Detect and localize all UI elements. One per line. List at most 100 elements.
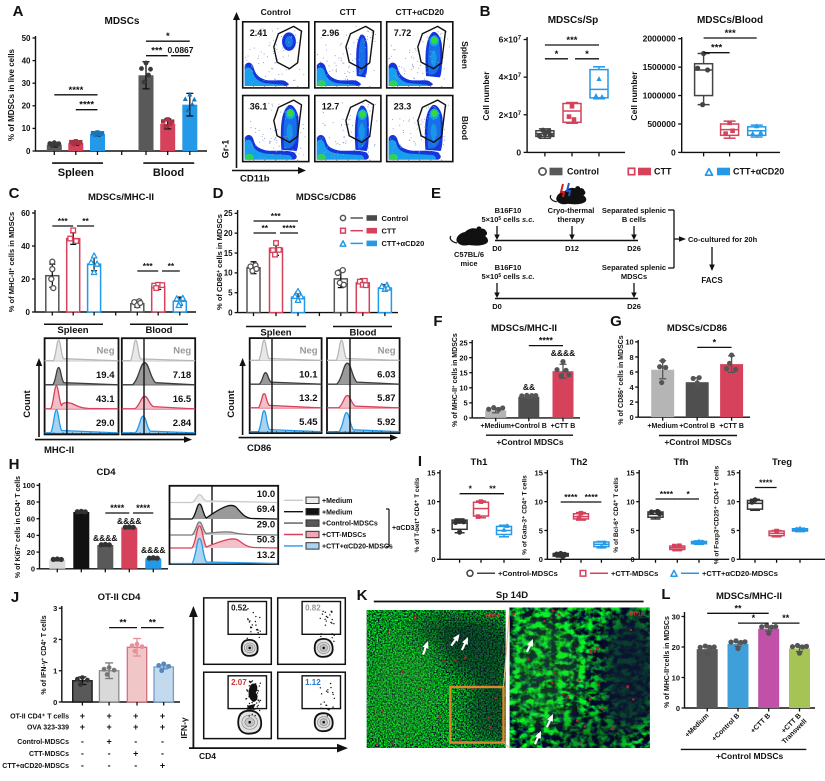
svg-text:0: 0 xyxy=(53,698,57,707)
svg-text:+: + xyxy=(80,722,85,732)
svg-text:&&&&: &&&& xyxy=(551,348,576,358)
svg-text:Control-MDSCs: Control-MDSCs xyxy=(17,739,69,746)
svg-text:Tfh: Tfh xyxy=(674,457,689,468)
svg-text:60: 60 xyxy=(27,515,35,524)
svg-text:5.87: 5.87 xyxy=(377,393,396,404)
svg-text:Sp 14D: Sp 14D xyxy=(496,590,528,601)
svg-text:500000: 500000 xyxy=(647,119,676,129)
svg-text:0.0867: 0.0867 xyxy=(168,45,194,55)
svg-text:0.82: 0.82 xyxy=(305,604,321,613)
svg-text:Blood: Blood xyxy=(146,325,173,336)
svg-text:MDSCs/MHC-II: MDSCs/MHC-II xyxy=(491,323,557,334)
svg-text:Cryo-thermal: Cryo-thermal xyxy=(548,206,595,215)
svg-text:Th1: Th1 xyxy=(471,457,489,468)
svg-text:69.4: 69.4 xyxy=(257,504,276,515)
svg-text:CTT: CTT xyxy=(340,7,357,17)
svg-text:Neg: Neg xyxy=(97,346,115,357)
svg-text:10: 10 xyxy=(22,124,31,133)
svg-text:60: 60 xyxy=(21,209,30,218)
svg-text:0: 0 xyxy=(516,147,521,157)
svg-text:1.12: 1.12 xyxy=(305,678,321,687)
svg-text:-: - xyxy=(108,749,111,759)
svg-text:Cell number: Cell number xyxy=(629,71,639,121)
svg-text:2000000: 2000000 xyxy=(643,34,676,44)
svg-text:+Control B: +Control B xyxy=(679,423,715,430)
svg-text:C57BL/6: C57BL/6 xyxy=(454,250,484,259)
svg-text:Blood: Blood xyxy=(460,116,470,140)
svg-text:% of CD86+ cells in MDSCs: % of CD86+ cells in MDSCs xyxy=(617,335,625,425)
svg-text:-: - xyxy=(161,737,164,747)
svg-text:+Control MDSCs: +Control MDSCs xyxy=(496,437,564,447)
svg-text:0: 0 xyxy=(431,555,435,564)
svg-text:Control: Control xyxy=(382,214,409,223)
svg-text:25: 25 xyxy=(459,338,467,347)
svg-text:B16F10: B16F10 xyxy=(495,206,522,215)
svg-text:Control: Control xyxy=(567,167,599,177)
svg-text:D26: D26 xyxy=(627,244,641,253)
svg-text:Neg: Neg xyxy=(300,346,318,357)
svg-text:% of MHC-II+ cells in MDSCs: % of MHC-II+ cells in MDSCs xyxy=(451,333,459,427)
svg-text:FACS: FACS xyxy=(701,276,723,285)
svg-text:Blood: Blood xyxy=(153,167,184,179)
svg-text:5×105 cells s.c.: 5×105 cells s.c. xyxy=(481,272,534,281)
svg-text:15: 15 xyxy=(727,469,735,478)
svg-text:16.5: 16.5 xyxy=(173,394,192,405)
svg-text:****: **** xyxy=(79,100,94,111)
svg-text:**: ** xyxy=(782,613,790,623)
svg-text:10: 10 xyxy=(672,673,680,682)
svg-text:OVA 323-339: OVA 323-339 xyxy=(27,724,69,731)
svg-text:10: 10 xyxy=(224,269,233,278)
svg-text:**: ** xyxy=(168,261,175,271)
svg-text:0: 0 xyxy=(631,555,635,564)
svg-text:5: 5 xyxy=(431,526,435,535)
svg-text:% of IFN-γ+ CD4+ T cells: % of IFN-γ+ CD4+ T cells xyxy=(40,615,48,694)
svg-text:6.03: 6.03 xyxy=(377,369,396,380)
svg-text:0: 0 xyxy=(731,555,735,564)
svg-text:50: 50 xyxy=(22,34,31,43)
svg-text:MDSCs/MHC-II: MDSCs/MHC-II xyxy=(88,192,154,203)
svg-text:OT-II CD4⁺ T cells: OT-II CD4⁺ T cells xyxy=(10,714,69,721)
svg-text:-: - xyxy=(134,761,137,771)
svg-text:+: + xyxy=(106,711,111,721)
svg-text:&&&&: &&&& xyxy=(141,545,166,555)
svg-text:-: - xyxy=(134,737,137,747)
svg-text:+: + xyxy=(80,711,85,721)
svg-text:29.0: 29.0 xyxy=(257,519,276,530)
svg-text:*: * xyxy=(585,49,589,60)
svg-text:CTT: CTT xyxy=(382,227,397,236)
svg-text:****: **** xyxy=(585,492,599,502)
svg-text:40: 40 xyxy=(21,242,30,251)
svg-text:0: 0 xyxy=(26,147,31,156)
svg-text:15: 15 xyxy=(626,469,634,478)
svg-text:MDSCs: MDSCs xyxy=(621,272,647,281)
svg-text:therapy: therapy xyxy=(557,215,585,224)
svg-text:***: *** xyxy=(566,35,577,46)
svg-text:Cell number: Cell number xyxy=(481,71,491,121)
svg-text:+: + xyxy=(133,711,138,721)
svg-text:+Medium: +Medium xyxy=(480,423,511,430)
svg-text:H: H xyxy=(9,456,20,473)
svg-text:7.18: 7.18 xyxy=(173,370,192,381)
svg-text:0: 0 xyxy=(671,147,676,157)
svg-text:1: 1 xyxy=(53,667,57,676)
svg-text:Gr-1: Gr-1 xyxy=(221,140,231,159)
svg-text:20: 20 xyxy=(21,275,30,284)
svg-text:4: 4 xyxy=(630,383,635,392)
svg-text:Count: Count xyxy=(22,389,33,417)
svg-text:****: **** xyxy=(564,492,578,502)
svg-text:40: 40 xyxy=(22,56,31,65)
svg-text:10: 10 xyxy=(626,497,634,506)
svg-text:Spleen: Spleen xyxy=(260,328,291,339)
svg-text:13.2: 13.2 xyxy=(299,393,318,404)
svg-text:20: 20 xyxy=(224,229,233,238)
svg-text:IFN-γ: IFN-γ xyxy=(179,717,189,739)
svg-text:2×107: 2×107 xyxy=(499,110,522,120)
svg-text:% of Ki67+ cells in CD4+ T cel: % of Ki67+ cells in CD4+ T cells xyxy=(14,476,22,578)
svg-text:% of MHC-II+ cells in MDSCs: % of MHC-II+ cells in MDSCs xyxy=(7,212,16,312)
svg-text:Control: Control xyxy=(261,7,291,17)
svg-text:80: 80 xyxy=(27,498,35,507)
svg-text:Spleen: Spleen xyxy=(460,41,470,69)
svg-text:+: + xyxy=(133,722,138,732)
svg-text:5: 5 xyxy=(731,526,735,535)
svg-text:*: * xyxy=(166,31,170,42)
